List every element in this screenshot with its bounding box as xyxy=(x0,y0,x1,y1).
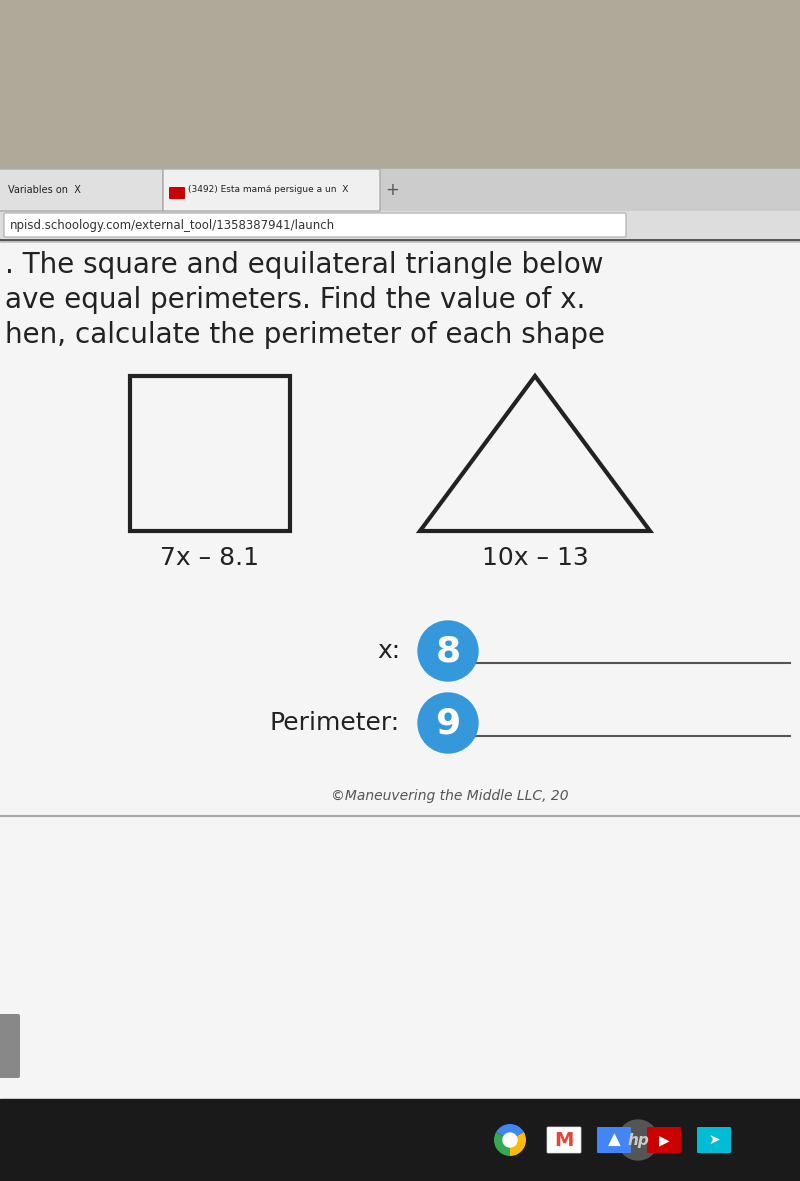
FancyBboxPatch shape xyxy=(697,1127,731,1153)
Circle shape xyxy=(418,693,478,753)
FancyBboxPatch shape xyxy=(169,187,185,200)
Text: x:: x: xyxy=(377,639,400,663)
Bar xyxy=(0,169,800,211)
Polygon shape xyxy=(420,376,650,531)
Wedge shape xyxy=(494,1133,510,1156)
Wedge shape xyxy=(496,1124,524,1140)
Text: ▲: ▲ xyxy=(608,1131,620,1149)
Text: hp: hp xyxy=(627,1133,649,1148)
FancyBboxPatch shape xyxy=(597,1127,631,1153)
Bar xyxy=(0,200,800,1100)
Text: ©Maneuvering the Middle LLC, 20: ©Maneuvering the Middle LLC, 20 xyxy=(331,789,569,803)
FancyBboxPatch shape xyxy=(547,1127,581,1153)
Circle shape xyxy=(418,621,478,681)
Bar xyxy=(0,211,800,239)
Text: ave equal perimeters. Find the value of x.: ave equal perimeters. Find the value of … xyxy=(5,286,586,314)
Text: 9: 9 xyxy=(435,706,461,740)
Text: ➤: ➤ xyxy=(708,1133,720,1147)
Text: Perimeter:: Perimeter: xyxy=(270,711,400,735)
Text: 7x – 8.1: 7x – 8.1 xyxy=(161,546,259,570)
Bar xyxy=(130,376,290,531)
Text: Variables on  X: Variables on X xyxy=(8,185,81,195)
Text: (3492) Esta mamá persigue a un  X: (3492) Esta mamá persigue a un X xyxy=(188,185,348,195)
Circle shape xyxy=(503,1133,517,1147)
FancyBboxPatch shape xyxy=(163,169,380,211)
FancyBboxPatch shape xyxy=(647,1127,681,1153)
FancyBboxPatch shape xyxy=(0,169,163,211)
Text: hen, calculate the perimeter of each shape: hen, calculate the perimeter of each sha… xyxy=(5,321,605,350)
Bar xyxy=(0,185,800,241)
Text: npisd.schoology.com/external_tool/1358387941/launch: npisd.schoology.com/external_tool/135838… xyxy=(10,218,335,231)
Text: +: + xyxy=(385,181,399,200)
Text: ▶: ▶ xyxy=(658,1133,670,1147)
Text: 8: 8 xyxy=(435,634,461,668)
Circle shape xyxy=(618,1120,658,1160)
Text: M: M xyxy=(554,1130,574,1149)
Text: . The square and equilateral triangle below: . The square and equilateral triangle be… xyxy=(5,252,603,279)
Text: 10x – 13: 10x – 13 xyxy=(482,546,588,570)
FancyBboxPatch shape xyxy=(4,213,626,237)
Wedge shape xyxy=(510,1133,526,1156)
FancyBboxPatch shape xyxy=(0,1014,20,1078)
Bar xyxy=(0,1100,800,1181)
